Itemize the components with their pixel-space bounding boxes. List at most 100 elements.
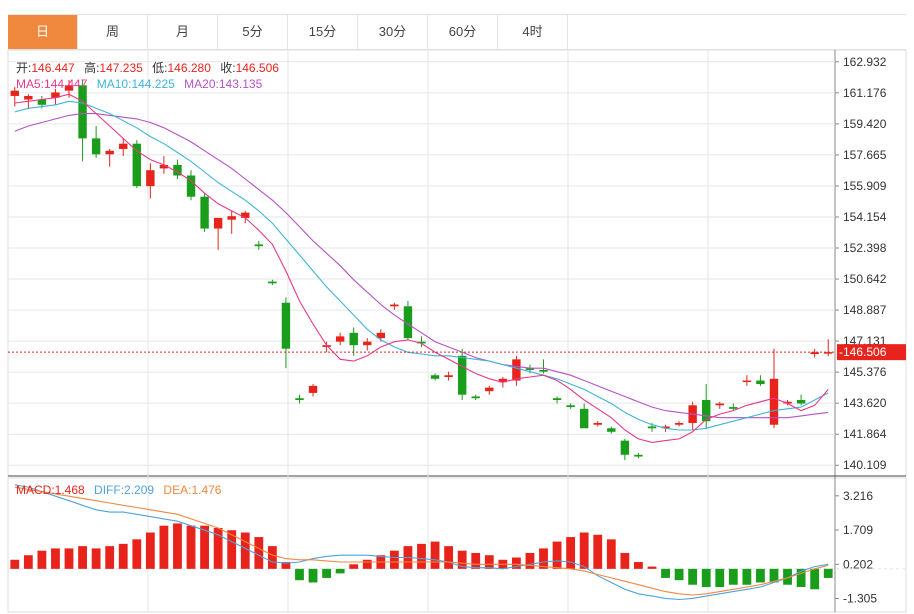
close-value: 146.506 [235,61,279,75]
macd-histogram-bar [688,568,698,585]
macd-dea-line [14,486,829,596]
open-value: 146.447 [31,61,75,75]
macd-histogram-bar [308,568,318,583]
candle-body [186,175,196,197]
candle-body [485,387,494,392]
ma20-label: MA20: [184,77,219,91]
timeframe-tabs: 日 周 月 5分 15分 30分 60分 4时 [8,14,568,50]
candle-body [702,399,711,422]
high-value: 147.235 [99,61,143,75]
macd-histogram-bar [457,550,467,569]
macd-histogram-bar [240,532,250,569]
tab-5min[interactable]: 5分 [218,15,288,49]
candle-body [213,217,223,229]
candle-body [810,352,819,355]
ma20-value: 143.135 [218,77,263,91]
candle-body [159,164,169,169]
macd-histogram-bar [362,559,372,569]
candle-body [146,170,155,187]
y-tick-label: 150.642 [843,272,887,286]
candle-body [498,378,508,383]
macd-histogram-bar [186,525,196,569]
macd-y-tick-label: -1.305 [843,591,877,605]
macd-histogram-bar [51,548,60,569]
candle-body [566,405,575,408]
macd-histogram-bar [674,568,684,581]
candle-body [539,369,548,372]
y-tick-label: 154.154 [843,210,887,224]
candle-body [783,401,792,404]
macd-histogram-bar [118,543,128,569]
macd-histogram-bar [64,548,74,569]
macd-histogram-bar [471,552,481,569]
candle-body [254,244,264,247]
tab-30min[interactable]: 30分 [358,15,428,49]
candle-body [769,378,779,425]
macd-histogram-bar [647,566,657,569]
tab-4hour[interactable]: 4时 [498,15,568,49]
ma20-line [14,113,829,419]
tab-day[interactable]: 日 [8,15,78,49]
tab-15min[interactable]: 15分 [288,15,358,49]
macd-y-tick-label: 1.709 [843,523,873,537]
candle-body [363,341,372,346]
candle-body [390,304,399,307]
macd-histogram-bar [783,568,792,585]
candle-body [729,407,738,409]
macd-histogram-bar [430,541,440,569]
macd-histogram-bar [539,548,548,569]
macd-histogram-bar [444,546,454,569]
macd-histogram-bar [593,534,603,569]
high-label: 高: [84,61,100,75]
macd-histogram-bar [173,523,182,569]
macd-y-tick-label: 0.202 [843,557,873,571]
candle-body [607,428,616,432]
macd-histogram-bar [91,548,101,569]
tab-week[interactable]: 周 [78,15,148,49]
low-label: 低: [152,61,168,75]
current-price-label: -146.506 [839,345,887,359]
macd-histogram-bar [10,559,20,569]
macd-histogram-bar [511,557,521,569]
tab-month[interactable]: 月 [148,15,218,49]
candle-body [824,352,833,354]
candle-body [37,99,47,105]
candle-body [105,150,114,155]
ma10-label: MA10: [96,77,132,91]
candle-body [756,380,765,385]
candle-body [200,196,209,229]
macd-histogram-bar [159,525,169,569]
macd-histogram-bar [715,568,725,588]
macd-histogram-bar [200,525,209,569]
tab-60min[interactable]: 60分 [428,15,498,49]
y-tick-label: 145.376 [843,365,887,379]
low-value: 146.280 [167,61,211,75]
candle-body [417,341,426,344]
macd-histogram-bar [823,568,833,578]
candle-body [376,332,386,339]
dea-value: 1.476 [191,483,222,497]
candle-body [579,408,589,429]
macd-histogram-bar [756,568,765,583]
macd-histogram-bar [796,568,806,588]
macd-histogram-bar [484,555,494,569]
macd-histogram-bar [349,564,359,569]
macd-histogram-bar [606,539,616,569]
candle-body [227,216,236,220]
y-tick-label: 159.420 [843,117,887,131]
candle-body [10,90,19,96]
candle-body [349,332,358,346]
macd-histogram-bar [281,562,291,569]
candle-body [634,454,643,457]
y-tick-label: 141.864 [843,427,887,441]
candle-body [268,281,277,284]
macd-histogram-bar [661,568,670,578]
candle-body [91,138,101,155]
macd-histogram-bar [132,539,142,569]
candle-body [457,355,467,395]
candle-body [132,143,141,187]
macd-histogram-bar [78,546,87,569]
candle-body [525,368,535,370]
candle-body [322,345,331,347]
